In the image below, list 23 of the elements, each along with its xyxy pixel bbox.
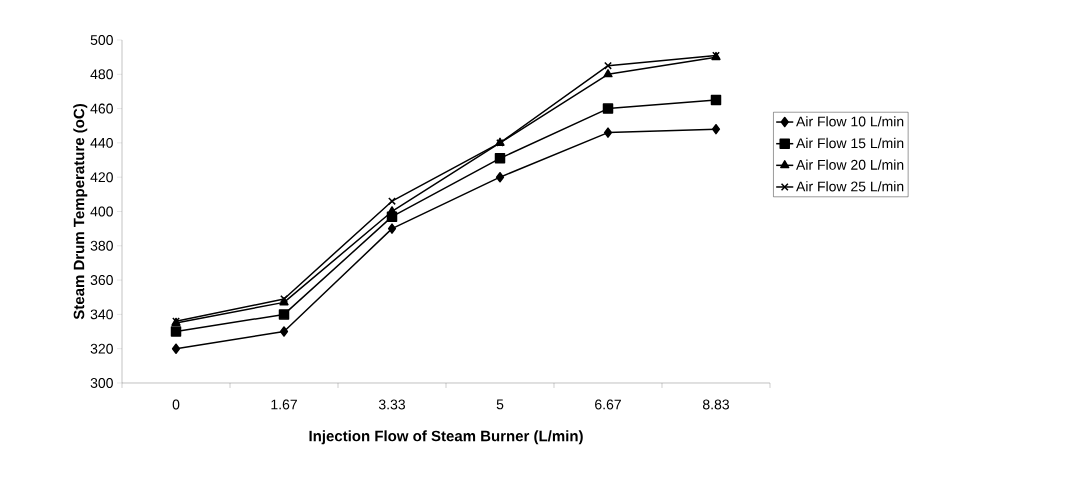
y-tick-label: 380: [90, 240, 113, 251]
legend-label: Air Flow 20 L/min: [796, 159, 904, 170]
x-tick-label: 6.67: [595, 399, 621, 410]
y-tick-label: 480: [90, 69, 113, 80]
y-tick-label: 360: [90, 275, 113, 286]
x-tick-label: 0: [172, 399, 180, 410]
y-tick-label: 460: [90, 103, 113, 114]
y-tick-label: 500: [90, 35, 113, 45]
x-tick-label: 8.83: [702, 399, 729, 410]
x-tick-label: 5: [496, 399, 504, 410]
legend-label: Air Flow 25 L/min: [796, 181, 904, 192]
y-tick-label: 440: [90, 137, 113, 148]
x-tick-label: 3.33: [378, 399, 406, 410]
y-tick-label: 300: [90, 378, 113, 388]
x-axis-title: Injection Flow of Steam Burner (L/min): [309, 430, 583, 445]
legend-label: Air Flow 15 L/min: [796, 137, 904, 149]
x-tick-label: 1.67: [271, 399, 297, 410]
legend-label: Air Flow 10 L/min: [796, 116, 904, 127]
y-tick-label: 340: [90, 309, 113, 320]
y-axis-title: Steam Drum Temperature (oC): [73, 104, 88, 320]
y-tick-label: 420: [90, 172, 113, 183]
y-tick-label: 320: [90, 343, 113, 354]
y-tick-label: 400: [90, 206, 113, 217]
